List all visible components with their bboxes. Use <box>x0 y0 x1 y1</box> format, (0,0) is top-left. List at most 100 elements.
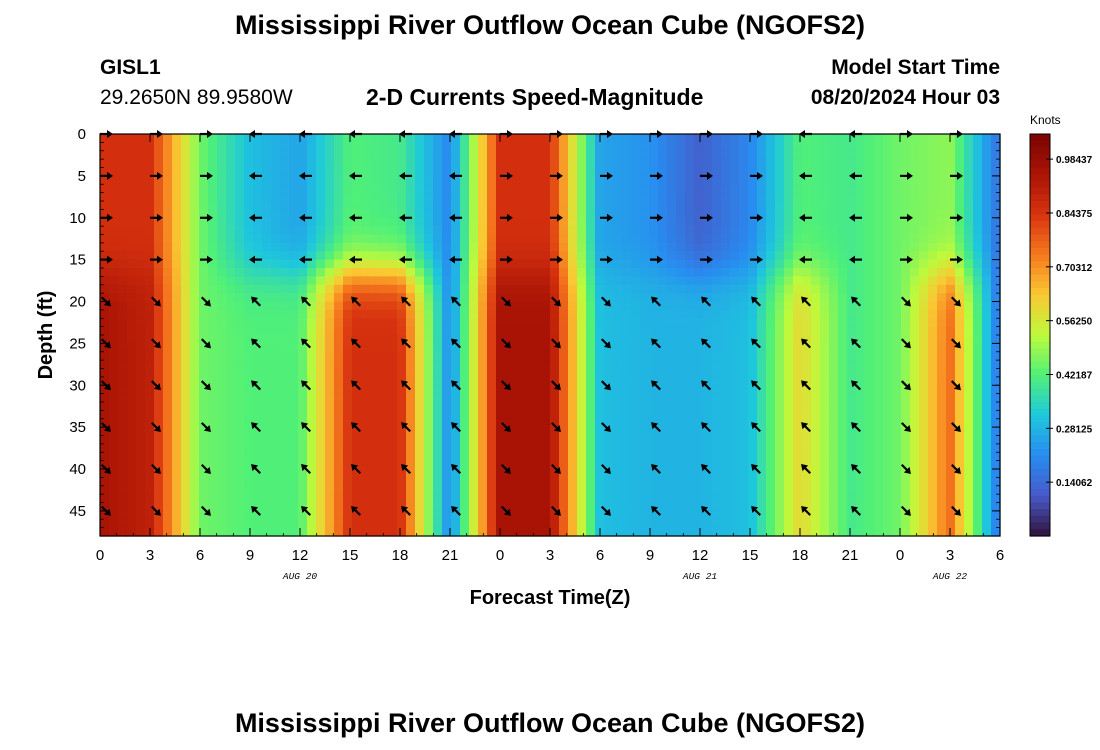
heatmap-cell <box>172 402 182 411</box>
heatmap-cell <box>829 335 839 344</box>
heatmap-cell <box>685 494 695 504</box>
heatmap-cell <box>667 242 677 252</box>
heatmap-cell <box>298 510 308 520</box>
heatmap-cell <box>505 242 515 252</box>
heatmap-cell <box>856 326 866 336</box>
heatmap-cell <box>325 276 335 286</box>
heatmap-cell <box>127 268 137 277</box>
heatmap-cell <box>775 368 785 378</box>
heatmap-cell <box>991 460 1001 470</box>
heatmap-cell <box>523 242 533 252</box>
heatmap-cell <box>649 510 659 520</box>
heatmap-cell <box>307 469 317 478</box>
heatmap-cell <box>694 150 704 160</box>
heatmap-cell <box>433 418 443 428</box>
heatmap-cell <box>469 251 479 261</box>
heatmap-cell <box>424 527 434 537</box>
heatmap-cell <box>649 485 659 495</box>
heatmap-cell <box>244 460 254 470</box>
heatmap-cell <box>145 477 155 487</box>
heatmap-cell <box>127 284 137 294</box>
heatmap-cell <box>703 435 713 445</box>
heatmap-cell <box>118 167 128 177</box>
current-arrow <box>700 171 713 180</box>
heatmap-cell <box>469 326 479 336</box>
heatmap-cell <box>622 502 632 512</box>
heatmap-cell <box>406 351 416 361</box>
heatmap-cell <box>118 393 128 403</box>
heatmap-cell <box>712 293 722 303</box>
heatmap-cell <box>991 242 1001 252</box>
heatmap-cell <box>118 326 128 336</box>
heatmap-cell <box>613 217 623 227</box>
heatmap-cell <box>667 134 677 143</box>
heatmap-cell <box>964 284 974 294</box>
heatmap-cell <box>514 217 524 227</box>
heatmap-cell <box>163 452 173 462</box>
heatmap-cell <box>397 234 407 244</box>
heatmap-cell <box>433 134 443 143</box>
heatmap-cell <box>703 234 713 244</box>
heatmap-cell <box>181 293 191 303</box>
heatmap-cell <box>469 360 479 370</box>
heatmap-cell <box>703 142 713 152</box>
heatmap-cell <box>172 510 182 520</box>
heatmap-cell <box>397 184 407 194</box>
heatmap-cell <box>361 343 371 353</box>
heatmap-cell <box>487 335 497 344</box>
heatmap-cell <box>928 234 938 244</box>
heatmap-cell <box>217 418 227 428</box>
heatmap-cell <box>739 435 749 445</box>
heatmap-cell <box>973 376 983 386</box>
heatmap-cell <box>919 452 929 462</box>
heatmap-cell <box>505 142 515 152</box>
heatmap-cell <box>595 217 605 227</box>
heatmap-cell <box>595 234 605 244</box>
heatmap-cell <box>208 192 218 202</box>
heatmap-cell <box>478 460 488 470</box>
heatmap-cell <box>874 209 884 219</box>
heatmap-cell <box>523 150 533 160</box>
heatmap-cell <box>181 494 191 504</box>
heatmap-cell <box>559 351 569 361</box>
heatmap-cell <box>865 318 875 328</box>
heatmap-cell <box>253 175 263 185</box>
heatmap-cell <box>127 485 137 495</box>
heatmap-cell <box>856 469 866 478</box>
heatmap-cell <box>460 510 470 520</box>
heatmap-cell <box>388 159 398 169</box>
heatmap-cell <box>172 318 182 328</box>
heatmap-cell <box>433 159 443 169</box>
heatmap-cell <box>856 376 866 386</box>
heatmap-cell <box>181 234 191 244</box>
heatmap-cell <box>397 435 407 445</box>
heatmap-cell <box>199 259 209 269</box>
heatmap-cell <box>874 452 884 462</box>
heatmap-cell <box>820 268 830 277</box>
heatmap-cell <box>478 309 488 319</box>
heatmap-cell <box>478 435 488 445</box>
heatmap-cell <box>379 167 389 177</box>
heatmap-cell <box>757 268 767 277</box>
heatmap-cell <box>478 510 488 520</box>
current-arrow <box>200 505 211 516</box>
heatmap-cell <box>793 527 803 537</box>
heatmap-cell <box>469 259 479 269</box>
heatmap-cell <box>145 435 155 445</box>
heatmap-cell <box>442 259 452 269</box>
heatmap-cell <box>910 184 920 194</box>
heatmap-cell <box>316 268 326 277</box>
heatmap-cell <box>208 259 218 269</box>
heatmap-cell <box>757 192 767 202</box>
heatmap-cell <box>883 226 893 236</box>
heatmap-cell <box>928 418 938 428</box>
heatmap-cell <box>451 452 461 462</box>
heatmap-cell <box>757 485 767 495</box>
heatmap-cell <box>172 343 182 353</box>
heatmap-cell <box>937 351 947 361</box>
heatmap-cell <box>676 217 686 227</box>
heatmap-cell <box>190 519 200 529</box>
heatmap-cell <box>253 519 263 529</box>
heatmap-cell <box>136 251 146 261</box>
heatmap-cell <box>919 485 929 495</box>
